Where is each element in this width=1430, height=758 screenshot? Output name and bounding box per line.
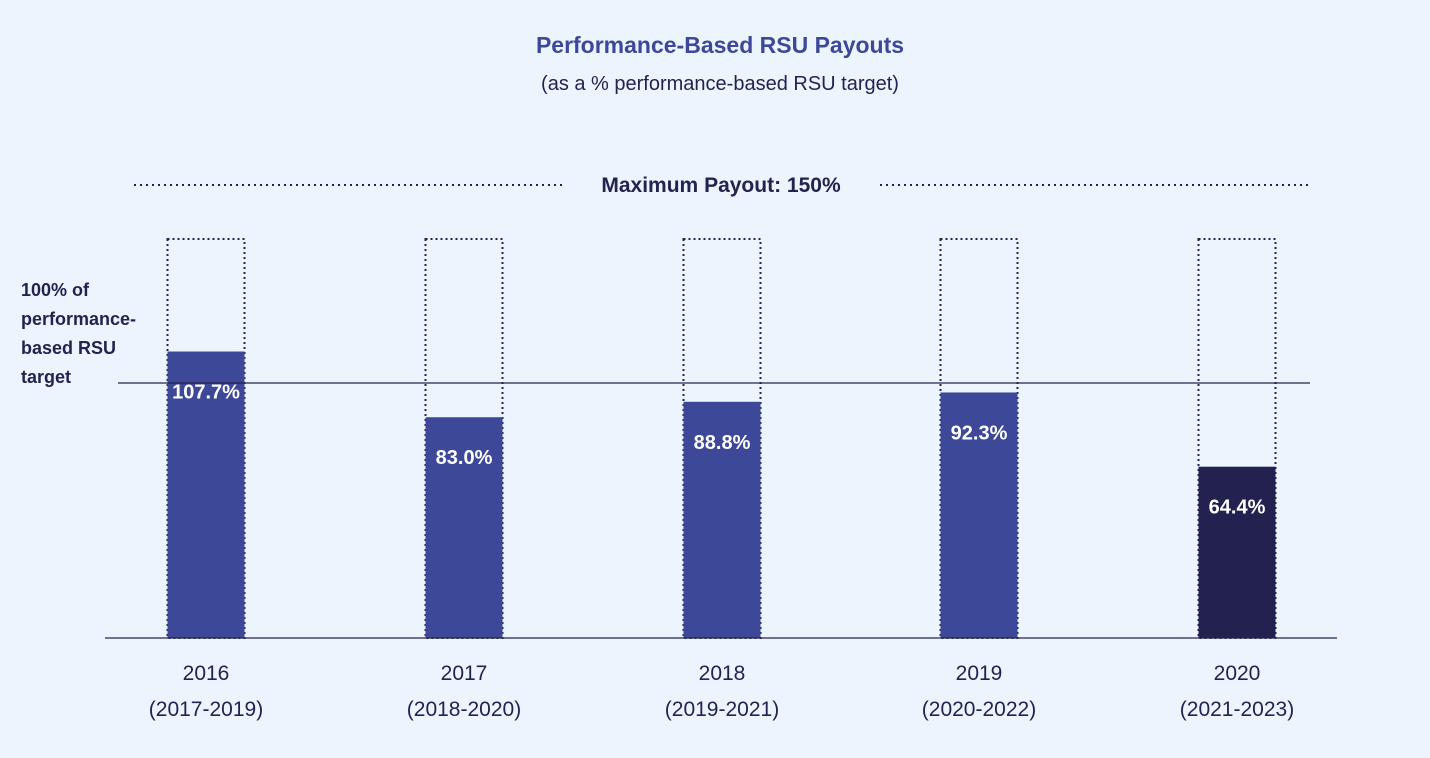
bar-value-label: 83.0% — [436, 447, 493, 469]
max-payout-label: Maximum Payout: 150% — [601, 174, 841, 197]
bar — [1198, 466, 1276, 638]
reference-label-line: based RSU — [21, 338, 116, 358]
bar-value-label: 107.7% — [172, 382, 240, 404]
reference-label-line: performance- — [21, 309, 136, 329]
x-tick-label-year: 2018 — [699, 662, 746, 685]
bar — [940, 392, 1018, 638]
chart-subtitle: (as a % performance-based RSU target) — [541, 73, 899, 95]
x-tick-label-year: 2017 — [441, 662, 488, 685]
bar — [683, 401, 761, 638]
x-tick-label-year: 2019 — [956, 662, 1003, 685]
x-tick-label-period: (2019-2021) — [665, 698, 779, 721]
bar-value-label: 92.3% — [951, 422, 1008, 444]
x-tick-label-period: (2020-2022) — [922, 698, 1036, 721]
bar-value-label: 64.4% — [1209, 497, 1266, 519]
chart-title: Performance-Based RSU Payouts — [536, 32, 904, 58]
reference-label-line: target — [21, 367, 71, 387]
bar-value-label: 88.8% — [694, 432, 751, 454]
x-tick-label-year: 2020 — [1214, 662, 1261, 685]
max-payout-box — [1197, 238, 1277, 639]
x-tick-label-period: (2021-2023) — [1180, 698, 1294, 721]
bar — [425, 417, 503, 638]
x-tick-label-year: 2016 — [183, 662, 230, 685]
labels-layer: 107.7% 2016 (2017-2019) 83.0% 2017 (2018-2020… — [149, 382, 1294, 721]
bar — [167, 351, 245, 638]
reference-label: 100% of performance- based RSU target — [21, 280, 141, 387]
x-tick-label-period: (2018-2020) — [407, 698, 521, 721]
reference-label-line: 100% of — [21, 280, 90, 300]
bars-layer — [166, 238, 1277, 639]
x-tick-label-period: (2017-2019) — [149, 698, 263, 721]
